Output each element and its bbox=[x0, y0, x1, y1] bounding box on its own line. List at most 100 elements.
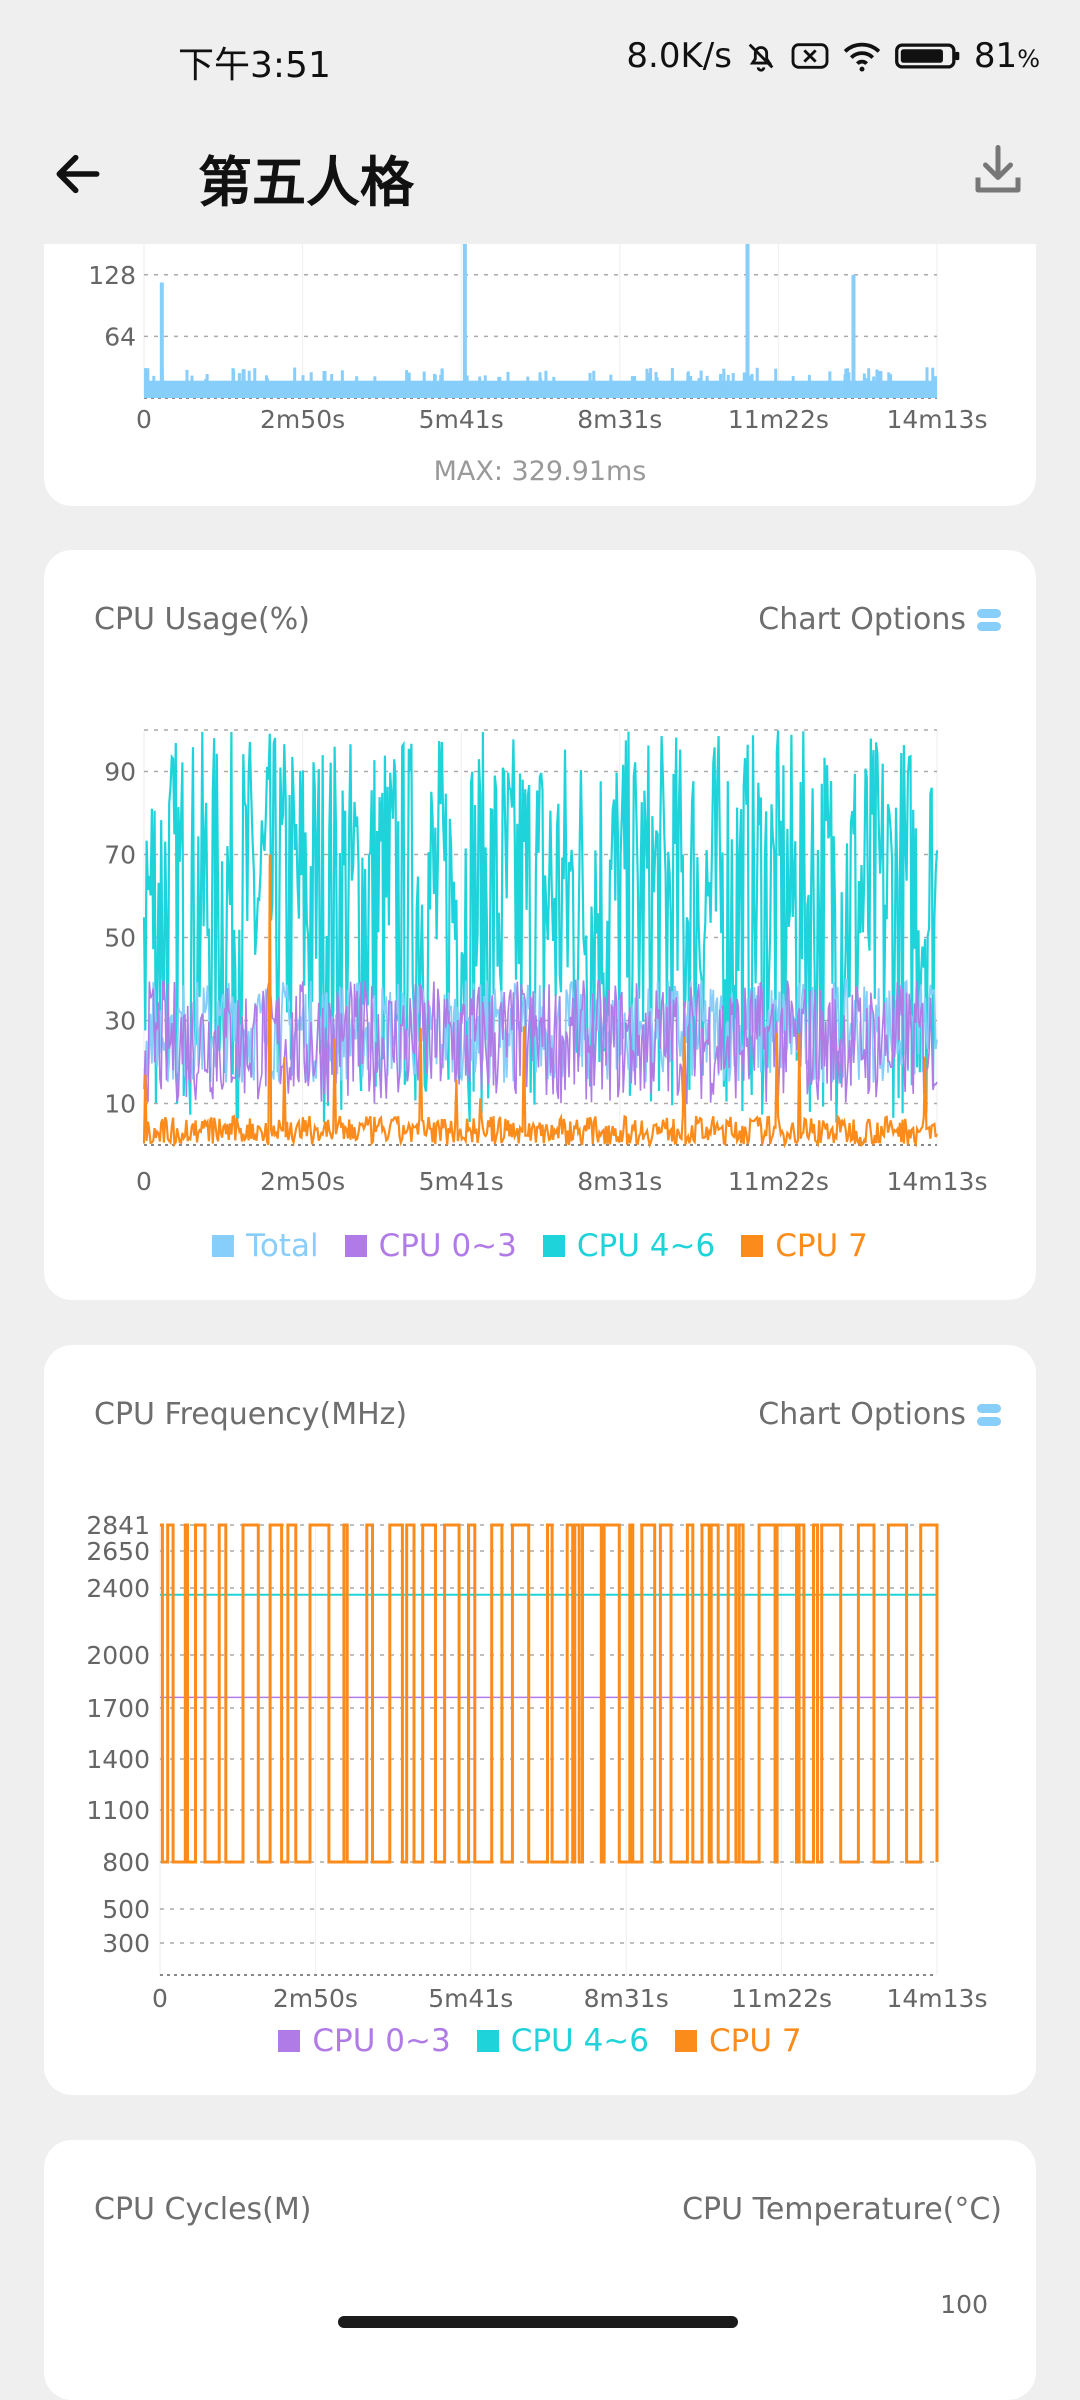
x-tick-label: 14m13s bbox=[886, 405, 987, 434]
frametime-bar bbox=[478, 376, 482, 398]
legend-swatch bbox=[278, 2030, 301, 2052]
frametime-bar bbox=[465, 375, 469, 398]
legend-label: CPU 4~6 bbox=[576, 1228, 716, 1264]
status-time: 下午3:51 bbox=[178, 45, 331, 86]
y-tick-label: 1400 bbox=[86, 1745, 150, 1774]
x-tick-label: 0 bbox=[136, 405, 152, 434]
frametime-bar bbox=[373, 376, 377, 398]
x-tick-label: 2m50s bbox=[260, 1167, 345, 1196]
frametime-bar bbox=[742, 372, 746, 398]
frametime-bar bbox=[847, 372, 851, 398]
frametime-bar bbox=[526, 376, 530, 398]
frametime-bar bbox=[237, 373, 241, 398]
legend-label: CPU 7 bbox=[775, 1228, 868, 1264]
frametime-bar bbox=[647, 372, 651, 398]
frametime-bar bbox=[355, 376, 359, 398]
frametime-spike bbox=[878, 371, 883, 398]
frametime-bar bbox=[538, 372, 542, 398]
x-tick-label: 0 bbox=[136, 1167, 152, 1196]
chart-options-label: Chart Options bbox=[758, 1397, 966, 1432]
frametime-bar bbox=[231, 368, 235, 398]
frametime-bar bbox=[422, 371, 426, 398]
temperature-partial-tick: 100 bbox=[940, 2290, 988, 2319]
frametime-bar bbox=[862, 373, 866, 398]
frametime-spike bbox=[851, 274, 856, 398]
home-indicator[interactable] bbox=[338, 2316, 738, 2328]
cpu-usage-title: CPU Usage(%) bbox=[94, 602, 310, 637]
y-tick-label: 2650 bbox=[86, 1537, 150, 1566]
frametime-spike bbox=[159, 282, 164, 398]
frametime-bar bbox=[889, 374, 893, 398]
chart-options-icon bbox=[977, 608, 1001, 631]
frametime-bar bbox=[750, 373, 754, 398]
frametime-bar bbox=[633, 376, 637, 398]
back-arrow-icon[interactable] bbox=[50, 146, 106, 202]
cpu-frequency-title: CPU Frequency(MHz) bbox=[94, 1397, 408, 1432]
y-tick-label: 2000 bbox=[86, 1641, 150, 1670]
cpu-frequency-card: CPU Frequency(MHz) Chart Options 2841 265… bbox=[44, 1345, 1036, 2095]
y-tick-label: 300 bbox=[102, 1929, 150, 1958]
frametime-chart: 128 64 0 2m50s 5m41s 8m31s 11m22s 14m13s MAX: … bbox=[88, 244, 988, 487]
legend-item[interactable]: CPU 4~6 bbox=[476, 2023, 649, 2059]
frametime-bar bbox=[828, 371, 832, 398]
frametime-bar bbox=[843, 374, 847, 398]
frametime-bar bbox=[552, 376, 556, 398]
legend-item[interactable]: CPU 7 bbox=[741, 1228, 868, 1264]
frametime-bar bbox=[689, 376, 693, 398]
legend-swatch bbox=[212, 1235, 235, 1257]
frametime-bar bbox=[433, 373, 437, 398]
cpu-usage-chart-options[interactable]: Chart Options bbox=[758, 602, 1002, 637]
legend-item[interactable]: CPU 7 bbox=[675, 2023, 802, 2059]
y-tick-label: 70 bbox=[104, 841, 136, 870]
legend-swatch bbox=[542, 1235, 565, 1257]
app-bar: 第五人格 bbox=[0, 118, 1080, 244]
frametime-bar bbox=[185, 369, 189, 398]
cpu-frequency-chart-options[interactable]: Chart Options bbox=[758, 1397, 1002, 1432]
download-icon[interactable] bbox=[968, 140, 1028, 200]
series-line-cpu-4-6 bbox=[142, 730, 939, 1123]
frametime-bar bbox=[931, 367, 935, 398]
net-speed: 8.0K/s bbox=[626, 36, 732, 76]
cpu-usage-legend: Total CPU 0~3 CPU 4~6 CPU 7 bbox=[44, 1228, 1036, 1264]
legend-item[interactable]: CPU 0~3 bbox=[278, 2023, 451, 2059]
legend-label: CPU 7 bbox=[709, 2023, 802, 2059]
frametime-bar bbox=[588, 372, 592, 398]
frametime-bar bbox=[204, 378, 208, 398]
legend-label: Total bbox=[246, 1228, 319, 1264]
max-label: MAX: 329.91ms bbox=[434, 456, 647, 487]
legend-item[interactable]: CPU 4~6 bbox=[542, 1228, 716, 1264]
battery-percent: 81% bbox=[973, 36, 1040, 76]
cpu-frequency-legend: CPU 0~3 CPU 4~6 CPU 7 bbox=[44, 2023, 1036, 2059]
frametime-bar bbox=[697, 378, 701, 398]
x-tick-label: 11m22s bbox=[731, 1984, 832, 2013]
x-tick-label: 11m22s bbox=[728, 405, 829, 434]
y-tick-label: 90 bbox=[104, 758, 136, 787]
cpu-usage-chart: 90 70 50 30 10 0 2m50s 5m41s 8m31s 11m22s 14m13s bbox=[104, 729, 988, 1196]
battery-icon bbox=[895, 43, 960, 69]
wifi-icon bbox=[843, 42, 881, 72]
frametime-bar bbox=[407, 372, 411, 398]
legend-swatch bbox=[741, 1235, 764, 1257]
y-tick-label: 64 bbox=[104, 322, 136, 351]
x-tick-label: 14m13s bbox=[886, 1984, 987, 2013]
cpu-temperature-title: CPU Temperature(°C) bbox=[682, 2192, 1002, 2227]
frametime-bar bbox=[340, 370, 344, 398]
legend-item[interactable]: CPU 0~3 bbox=[344, 1228, 517, 1264]
frametime-bar bbox=[146, 368, 150, 398]
y-tick-label: 500 bbox=[102, 1895, 150, 1924]
x-tick-label: 8m31s bbox=[577, 1167, 662, 1196]
legend-swatch bbox=[675, 2030, 697, 2052]
sim-off-icon bbox=[791, 43, 829, 69]
frametime-bar bbox=[726, 374, 730, 398]
legend-label: CPU 0~3 bbox=[312, 2023, 451, 2059]
frametime-bar bbox=[144, 368, 148, 398]
legend-item[interactable]: Total bbox=[212, 1228, 319, 1264]
x-tick-label: 14m13s bbox=[886, 1167, 987, 1196]
frametime-bar bbox=[699, 370, 703, 398]
frametime-bar bbox=[731, 373, 735, 398]
page-title: 第五人格 bbox=[198, 151, 414, 214]
frametime-spike bbox=[462, 244, 467, 398]
frametime-bar bbox=[933, 376, 937, 398]
y-tick-label: 1100 bbox=[86, 1796, 150, 1825]
legend-swatch bbox=[344, 1235, 367, 1257]
